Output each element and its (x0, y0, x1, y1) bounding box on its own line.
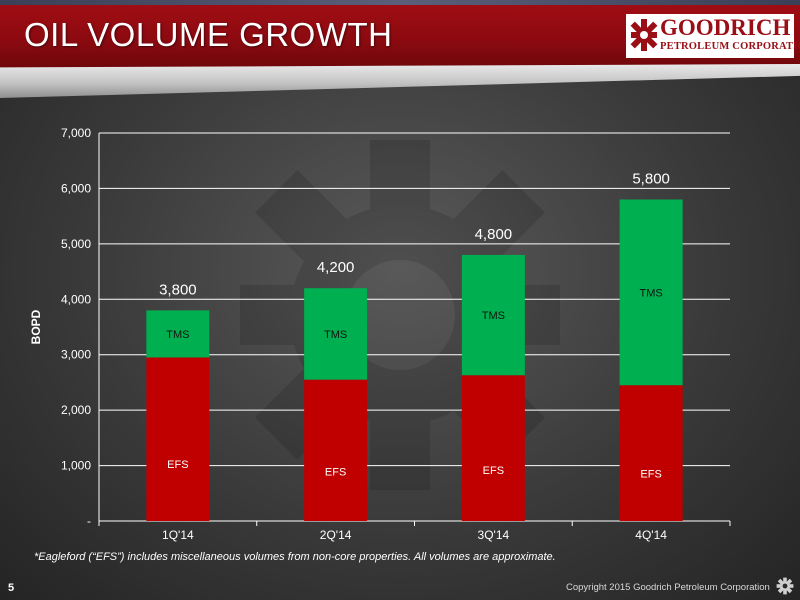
segment-label-efs: EFS (640, 468, 661, 480)
bar-total-label: 3,800 (159, 281, 197, 298)
page-title: OIL VOLUME GROWTH (24, 16, 393, 53)
segment-label-tms: TMS (482, 310, 505, 322)
y-tick-label: 5,000 (61, 237, 91, 251)
bar-total-label: 4,200 (317, 259, 355, 276)
bar-tms-4 (619, 199, 683, 386)
bar-layer (146, 199, 683, 521)
x-tick-label: 1Q'14 (162, 528, 194, 542)
x-tick-label: 2Q'14 (320, 528, 352, 542)
bar-efs-1 (146, 357, 210, 521)
footer-gear-icon (776, 577, 794, 595)
company-logo: GOODRICH PETROLEUM CORPORATION (626, 14, 800, 58)
y-tick-label: 4,000 (61, 292, 91, 306)
bar-efs-4 (619, 385, 683, 521)
footnote: *Eagleford (“EFS”) includes miscellaneou… (34, 551, 556, 563)
y-tick-label: - (87, 514, 91, 528)
bar-tms-3 (461, 254, 525, 376)
y-tick-label: 6,000 (61, 181, 91, 195)
segment-label-efs: EFS (325, 467, 346, 479)
bar-efs-3 (461, 375, 525, 521)
y-tick-label: 2,000 (61, 403, 91, 417)
bar-total-label: 4,800 (475, 226, 513, 243)
x-tick-label: 4Q'14 (635, 528, 667, 542)
bar-total-label: 5,800 (632, 171, 670, 188)
segment-label-tms: TMS (166, 329, 189, 341)
segment-label-tms: TMS (324, 329, 347, 341)
header-band: OIL VOLUME GROWTH GOODRICH PETROLEUM COR… (0, 0, 800, 68)
logo-name: GOODRICH (660, 15, 791, 40)
y-tick-label: 1,000 (61, 459, 91, 473)
y-tick-label: 7,000 (61, 126, 91, 140)
logo-subtitle: PETROLEUM CORPORATION (660, 41, 800, 52)
gear-icon (630, 19, 658, 51)
bar-tms-1 (146, 310, 210, 358)
header-top-line (0, 0, 800, 5)
y-axis-label: BOPD (29, 309, 43, 344)
y-tick-label: 3,000 (61, 348, 91, 362)
segment-label-efs: EFS (483, 465, 504, 477)
page-number: 5 (8, 582, 15, 594)
segment-label-tms: TMS (640, 287, 663, 299)
bar-tms-2 (304, 288, 368, 380)
bar-efs-2 (304, 379, 368, 521)
copyright-text: Copyright 2015 Goodrich Petroleum Corpor… (566, 582, 770, 593)
x-tick-label: 3Q'14 (478, 528, 510, 542)
segment-label-efs: EFS (167, 459, 188, 471)
label-layer: - 1,000 2,000 3,000 4,000 5,000 6,000 7,000 BOPD… (29, 126, 670, 542)
